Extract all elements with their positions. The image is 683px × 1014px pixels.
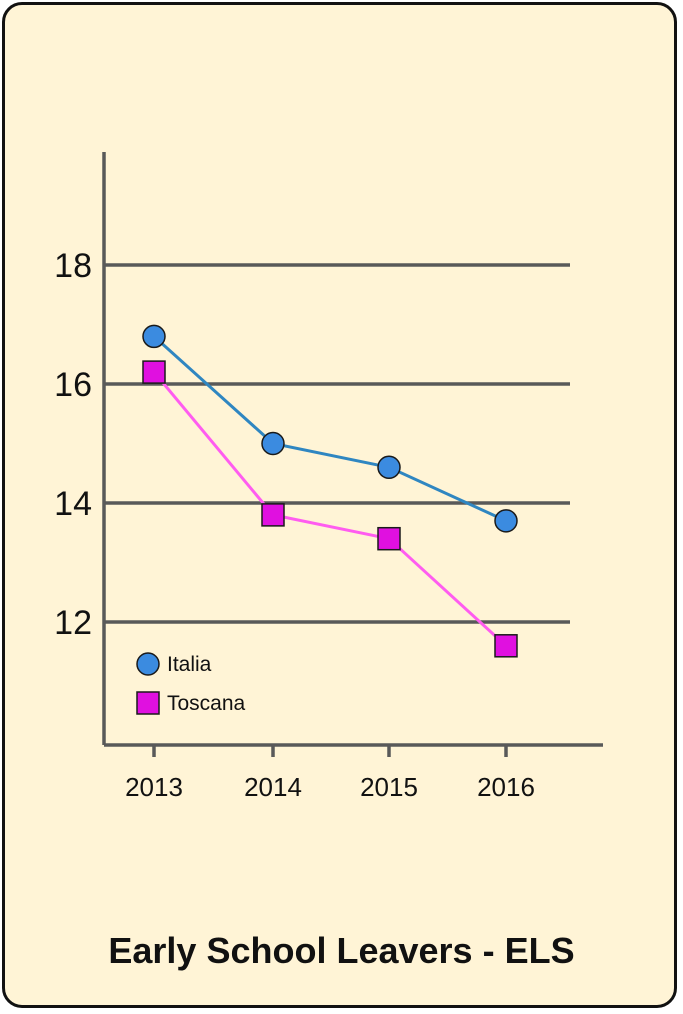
legend-marker-toscana <box>136 691 160 715</box>
series-lines <box>152 335 508 647</box>
gridlines <box>104 263 570 624</box>
data-point-toscana <box>377 526 401 551</box>
data-point-toscana <box>142 360 166 384</box>
data-point-italia <box>377 455 401 480</box>
y-tick-label: 14 <box>54 485 92 523</box>
data-point-toscana <box>494 634 518 658</box>
x-tick-label: 2016 <box>477 772 535 802</box>
y-tick-label: 12 <box>54 604 92 642</box>
x-tick-labels: 2013 2014 2015 2016 <box>125 772 535 802</box>
legend-label-toscana: Toscana <box>167 692 246 715</box>
x-tick-label: 2014 <box>244 772 302 802</box>
x-tick-label: 2015 <box>360 772 418 802</box>
series-markers <box>142 324 518 658</box>
data-point-italia <box>142 324 166 349</box>
legend: Italia Toscana <box>136 652 246 715</box>
data-point-italia <box>261 431 285 456</box>
axes <box>102 152 603 757</box>
legend-marker-italia <box>136 652 160 676</box>
legend-label-italia: Italia <box>167 653 212 676</box>
y-tick-label: 16 <box>54 366 92 404</box>
data-point-toscana <box>261 503 285 527</box>
y-tick-label: 18 <box>54 247 92 285</box>
series-line-italia <box>152 335 507 523</box>
chart-title: Early School Leavers - ELS <box>108 930 575 971</box>
y-tick-labels: 12 14 16 18 <box>54 247 92 642</box>
data-point-italia <box>494 509 518 533</box>
x-tick-label: 2013 <box>125 772 183 802</box>
series-line-toscana <box>152 371 508 647</box>
